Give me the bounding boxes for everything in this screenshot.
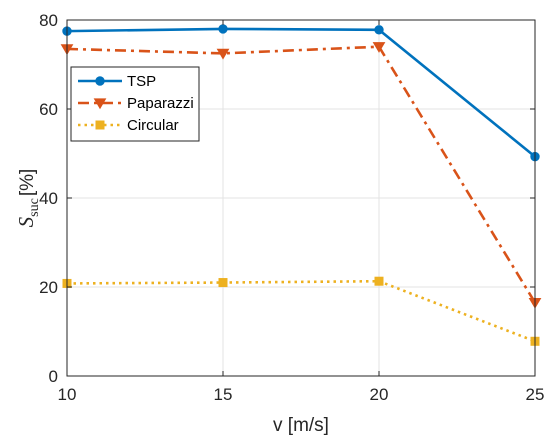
x-axis-label: v [m/s] [273, 415, 329, 436]
y-tick-label: 60 [39, 100, 58, 119]
legend-label-circular: Circular [127, 117, 179, 134]
ticks [66, 19, 536, 377]
y-tick-label: 20 [39, 278, 58, 297]
svg-text:Ssuc[%]: Ssuc [%] [14, 169, 42, 228]
data-point-tsp [374, 25, 384, 35]
series-layer [60, 24, 542, 346]
x-tick-label: 25 [526, 385, 545, 404]
series-line-tsp [66, 27, 536, 158]
y-tick-label: 80 [39, 11, 58, 30]
y-tick-label: 40 [39, 189, 58, 208]
data-point-tsp [218, 24, 228, 34]
legend-marker-circular [95, 120, 105, 130]
data-point-paparazzi [372, 42, 386, 53]
series-line-circular [66, 279, 536, 343]
y-tick-label: 0 [49, 367, 58, 386]
y-axis-label-unit: [%] [17, 169, 38, 196]
data-point-circular [218, 278, 228, 288]
x-tick-label: 20 [370, 385, 389, 404]
legend-label-tsp: TSP [127, 73, 156, 90]
tick-labels: 10 15 20 25 0 20 40 60 80 [39, 11, 544, 404]
y-axis-label-sub: suc [27, 198, 42, 217]
data-point-paparazzi [216, 48, 230, 60]
legend-label-paparazzi: Paparazzi [127, 95, 194, 112]
y-axis-label-main: S [14, 216, 38, 227]
legend: TSP Paparazzi Circular [70, 66, 200, 142]
x-tick-label: 15 [214, 385, 233, 404]
legend-item-paparazzi: Paparazzi [78, 95, 194, 112]
legend-item-circular: Circular [78, 117, 179, 134]
legend-marker-tsp [95, 76, 105, 86]
legend-marker-paparazzi [93, 98, 107, 110]
x-tick-label: 10 [58, 385, 77, 404]
series-line-paparazzi [66, 45, 537, 304]
data-point-circular [374, 276, 384, 286]
legend-item-tsp: TSP [78, 73, 156, 90]
legend-box [70, 66, 200, 142]
y-axis-label: Ssuc [%] [14, 169, 42, 228]
